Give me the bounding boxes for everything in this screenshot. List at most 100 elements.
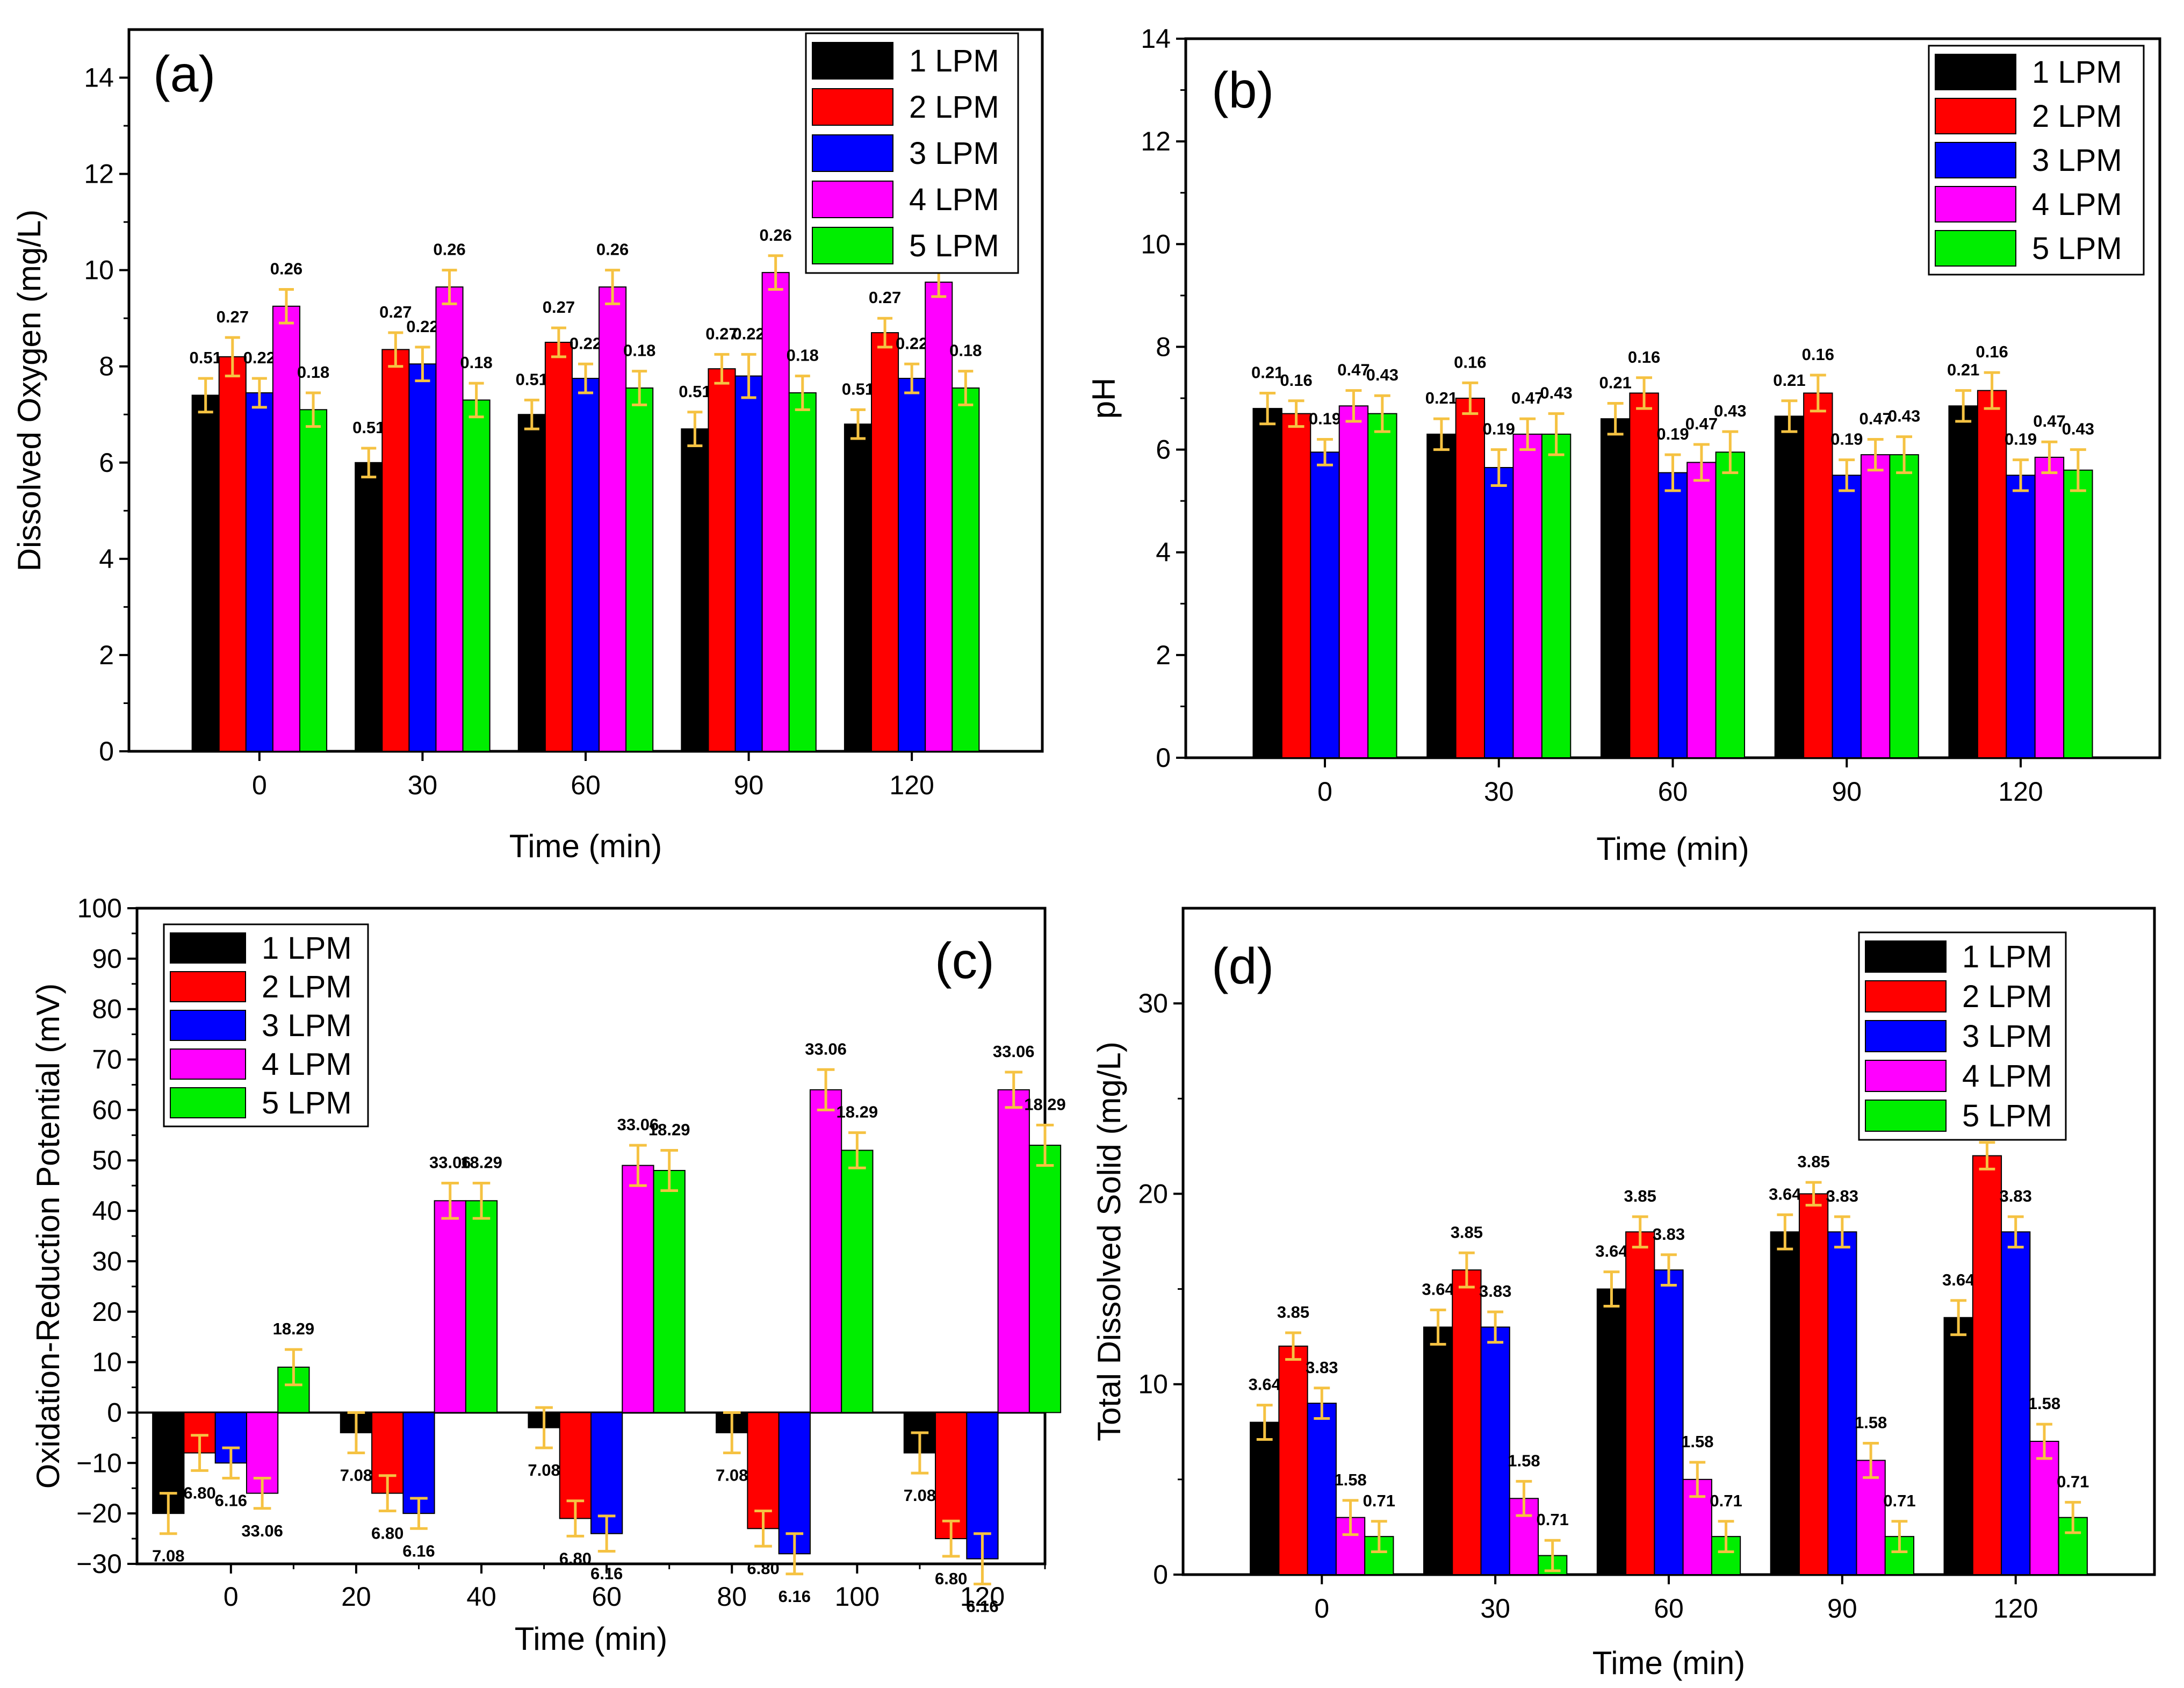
bar-3lpm	[408, 363, 437, 752]
bar-3lpm	[571, 378, 600, 752]
y-tick-label: 10	[1141, 229, 1171, 259]
panel-label: (a)	[153, 46, 215, 103]
legend-swatch	[170, 932, 246, 964]
bar-1lpm	[1600, 418, 1631, 758]
bar-3lpm	[2001, 1231, 2031, 1575]
legend-swatch	[1865, 1020, 1947, 1052]
panel-label: (c)	[935, 932, 994, 989]
data-label: 3.64	[1769, 1184, 1801, 1203]
legend-swatch	[1935, 54, 2016, 90]
y-tick-label: 8	[1156, 332, 1171, 362]
legend-swatch	[812, 42, 893, 80]
bar-5lpm	[1889, 454, 1919, 758]
panel-label: (d)	[1212, 938, 1274, 995]
x-tick-label: 20	[341, 1582, 371, 1612]
bar-2lpm	[871, 332, 899, 752]
bar-2lpm	[1625, 1231, 1655, 1575]
legend-label: 4 LPM	[262, 1047, 352, 1082]
data-label: 0.71	[2057, 1472, 2089, 1491]
data-label: 6.16	[590, 1564, 623, 1583]
y-tick-label: 30	[1138, 988, 1168, 1018]
data-label: 0.19	[1309, 409, 1341, 428]
bar-2lpm	[381, 349, 410, 752]
data-label: 3.85	[1277, 1303, 1309, 1321]
data-label: 6.80	[559, 1549, 592, 1568]
data-label: 0.27	[543, 298, 575, 317]
data-label: 0.22	[243, 348, 276, 367]
bar-3lpm	[734, 375, 763, 752]
bar-1lpm	[1774, 415, 1805, 758]
data-label: 0.22	[732, 324, 765, 343]
bar-5lpm	[1367, 413, 1397, 758]
legend-label: 2 LPM	[909, 90, 999, 125]
data-label: 0.18	[949, 341, 982, 360]
bar-4lpm	[1686, 462, 1717, 758]
bar-2lpm	[1972, 1155, 2002, 1576]
y-tick-label: 6	[99, 448, 114, 478]
bar-1lpm	[1770, 1231, 1800, 1575]
data-label: 33.06	[429, 1153, 471, 1172]
data-label: 7.08	[528, 1461, 560, 1479]
bar-5lpm	[465, 1200, 498, 1413]
bar-3lpm	[1484, 467, 1514, 758]
data-label: 6.16	[779, 1587, 811, 1606]
data-label: 6.16	[215, 1491, 247, 1510]
data-label: 0.43	[2062, 420, 2094, 439]
bar-4lpm	[997, 1089, 1030, 1413]
data-label: 1.58	[1855, 1413, 1887, 1432]
data-label: 3.64	[1249, 1375, 1281, 1394]
y-tick-label: 2	[1156, 640, 1171, 670]
data-label: 7.08	[340, 1466, 372, 1485]
y-tick-label: −20	[76, 1498, 122, 1528]
data-label: 0.47	[1685, 414, 1718, 433]
legend-label: 2 LPM	[262, 969, 352, 1004]
bar-5lpm	[299, 409, 328, 752]
panel-c: −30 −20 −10 0 10 20 30 40 50 60 70 80 90 100 0 20 40 60 80…	[30, 893, 1066, 1657]
bar-4lpm	[622, 1165, 654, 1413]
y-tick-label: 0	[107, 1397, 122, 1427]
data-label: 0.27	[217, 307, 249, 326]
bar-3lpm	[1307, 1403, 1337, 1575]
legend-swatch	[170, 1010, 246, 1041]
y-tick-label: 80	[92, 994, 122, 1024]
y-tick-label: −10	[76, 1448, 122, 1478]
legend-label: 5 LPM	[909, 228, 999, 263]
data-label: 18.29	[1024, 1095, 1066, 1114]
data-label: 33.06	[805, 1039, 847, 1058]
data-label: 0.43	[1540, 384, 1572, 403]
bar-4lpm	[761, 272, 790, 752]
x-tick-label: 60	[1654, 1593, 1684, 1624]
data-label: 3.64	[1942, 1270, 1975, 1289]
data-label: 0.19	[1656, 425, 1689, 443]
y-tick-label: 40	[92, 1196, 122, 1226]
legend-swatch	[1865, 980, 1947, 1012]
data-label: 0.22	[406, 317, 438, 336]
bar-2lpm	[1278, 1345, 1308, 1576]
y-tick-label: 0	[1153, 1560, 1168, 1590]
data-label: 0.47	[2033, 412, 2065, 430]
y-tick-label: 20	[92, 1297, 122, 1327]
data-label: 0.27	[705, 324, 738, 343]
data-label: 33.06	[993, 1042, 1035, 1061]
legend-label: 3 LPM	[2032, 143, 2122, 178]
data-label: 0.18	[460, 353, 492, 372]
bar-5lpm	[625, 387, 654, 752]
data-label: 0.21	[1251, 363, 1284, 382]
y-tick-label: 60	[92, 1095, 122, 1125]
x-tick-label: 120	[960, 1582, 1005, 1612]
x-tick-label: 40	[466, 1582, 496, 1612]
bar-3lpm	[245, 392, 273, 752]
bar-1lpm	[191, 394, 220, 752]
legend-label: 5 LPM	[2032, 231, 2122, 266]
data-label: 0.18	[297, 363, 329, 382]
legend-swatch	[812, 181, 893, 218]
panel-d: 0 10 20 30 0 30 60 90 120 3.64 3.64 3.64 3.64 3.64 3.8…	[1091, 907, 2156, 1681]
data-label: 3.85	[1624, 1187, 1656, 1205]
y-axis-label: pH	[1086, 378, 1122, 419]
bar-2lpm	[1798, 1193, 1829, 1575]
data-label: 6.80	[371, 1524, 403, 1542]
legend-label: 1 LPM	[2032, 55, 2122, 90]
bar-3lpm	[1480, 1326, 1510, 1575]
bar-1lpm	[1948, 405, 1978, 758]
bar-1lpm	[1252, 408, 1282, 758]
